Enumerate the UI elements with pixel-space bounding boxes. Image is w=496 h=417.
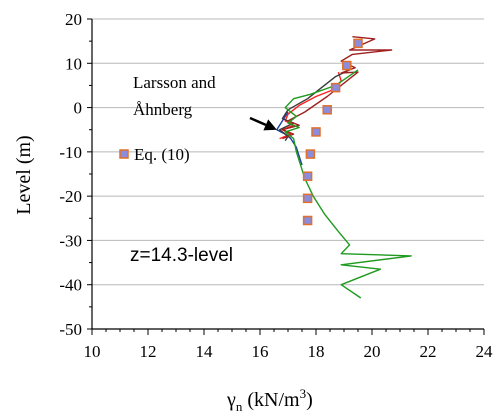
x-tick-label: 12 [140,342,157,361]
annotation-arrow [249,116,267,127]
series-group [276,36,412,299]
eq10-marker [305,149,316,159]
axes [87,18,485,335]
y-tick-label: 0 [74,99,83,118]
grid-lines [92,18,484,286]
series-line-3 [278,69,350,142]
y-axis-label: Level (m) [13,135,35,214]
y-tick-labels: 20 10 0 -10 -20 -30 -40 -50 [59,10,82,339]
eq10-marker [302,215,313,226]
x-axis-units: (kN/m [242,389,300,411]
y-tick-label: 10 [65,54,82,73]
eq10-marker [342,60,352,71]
eq10-marker [302,193,313,204]
eq10-marker [302,171,313,181]
eq10-marker [353,38,363,49]
eq10-marker [311,127,321,137]
x-axis-label: γn (kN/m3) [226,386,313,414]
eq10-marker [322,105,332,115]
legend-marker [119,149,129,159]
y-tick-label: -40 [59,276,82,295]
legend-label: Eq. (10) [134,145,190,164]
x-tick-label: 14 [196,342,214,361]
y-tick-label: -30 [59,231,82,250]
legend: Eq. (10) [119,145,190,164]
markers-group [302,38,363,226]
x-tick-label: 22 [420,342,437,361]
series-line-5 [284,69,412,299]
x-tick-label: 18 [308,342,325,361]
annotation-arrowhead [263,119,277,131]
x-tick-label: 16 [252,342,269,361]
x-axis-subscript: n [236,399,243,414]
x-tick-label: 24 [476,342,494,361]
x-tick-label: 20 [364,342,381,361]
y-tick-label: -20 [59,187,82,206]
x-axis-close: ) [306,389,313,411]
x-axis-symbol: γ [226,389,236,411]
x-tick-label: 10 [84,342,101,361]
y-tick-label: 20 [65,10,82,29]
series-line-4 [281,36,393,140]
y-tick-label: -50 [59,320,82,339]
eq10-marker [330,82,341,93]
annotation-larsson: Larsson and Åhnberg [133,73,277,131]
x-tick-labels: 10 12 14 16 18 20 22 24 [84,342,494,361]
annotation-line-1: Larsson and [133,73,216,92]
x-axis-superscript: 3 [300,386,307,401]
y-tick-label: -10 [59,143,82,162]
annotation-line-2: Åhnberg [133,100,193,119]
note-label: z=14.3-level [130,245,233,266]
